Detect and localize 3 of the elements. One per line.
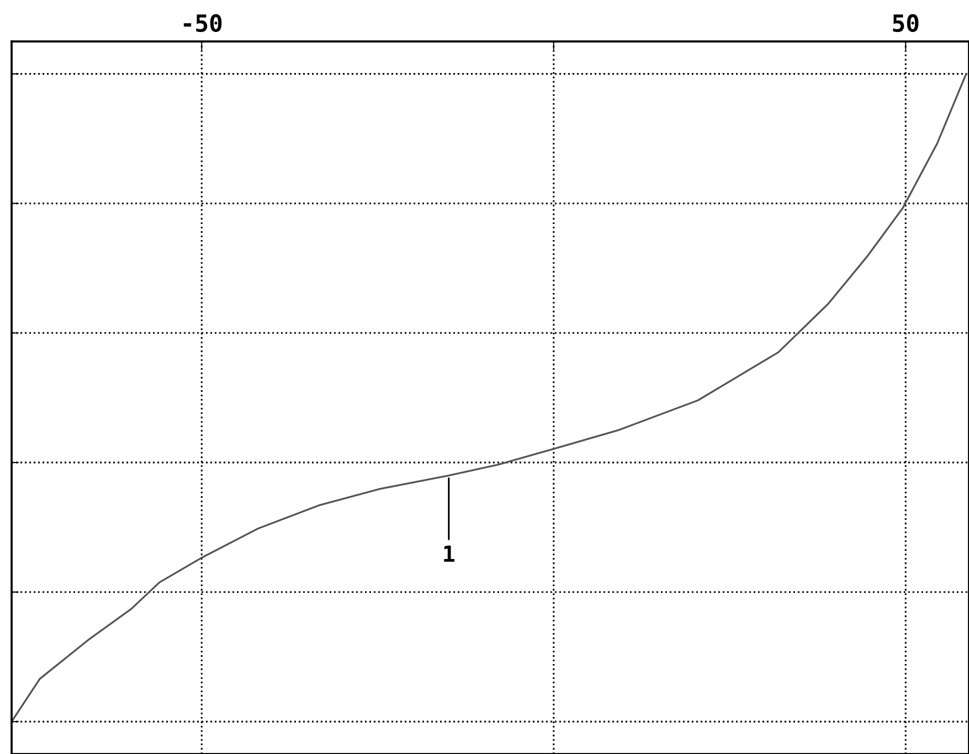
x-tick-label: -50 [184, 14, 222, 32]
annotation: 1 [444, 546, 454, 562]
x-tick-label: 50 [893, 14, 918, 32]
